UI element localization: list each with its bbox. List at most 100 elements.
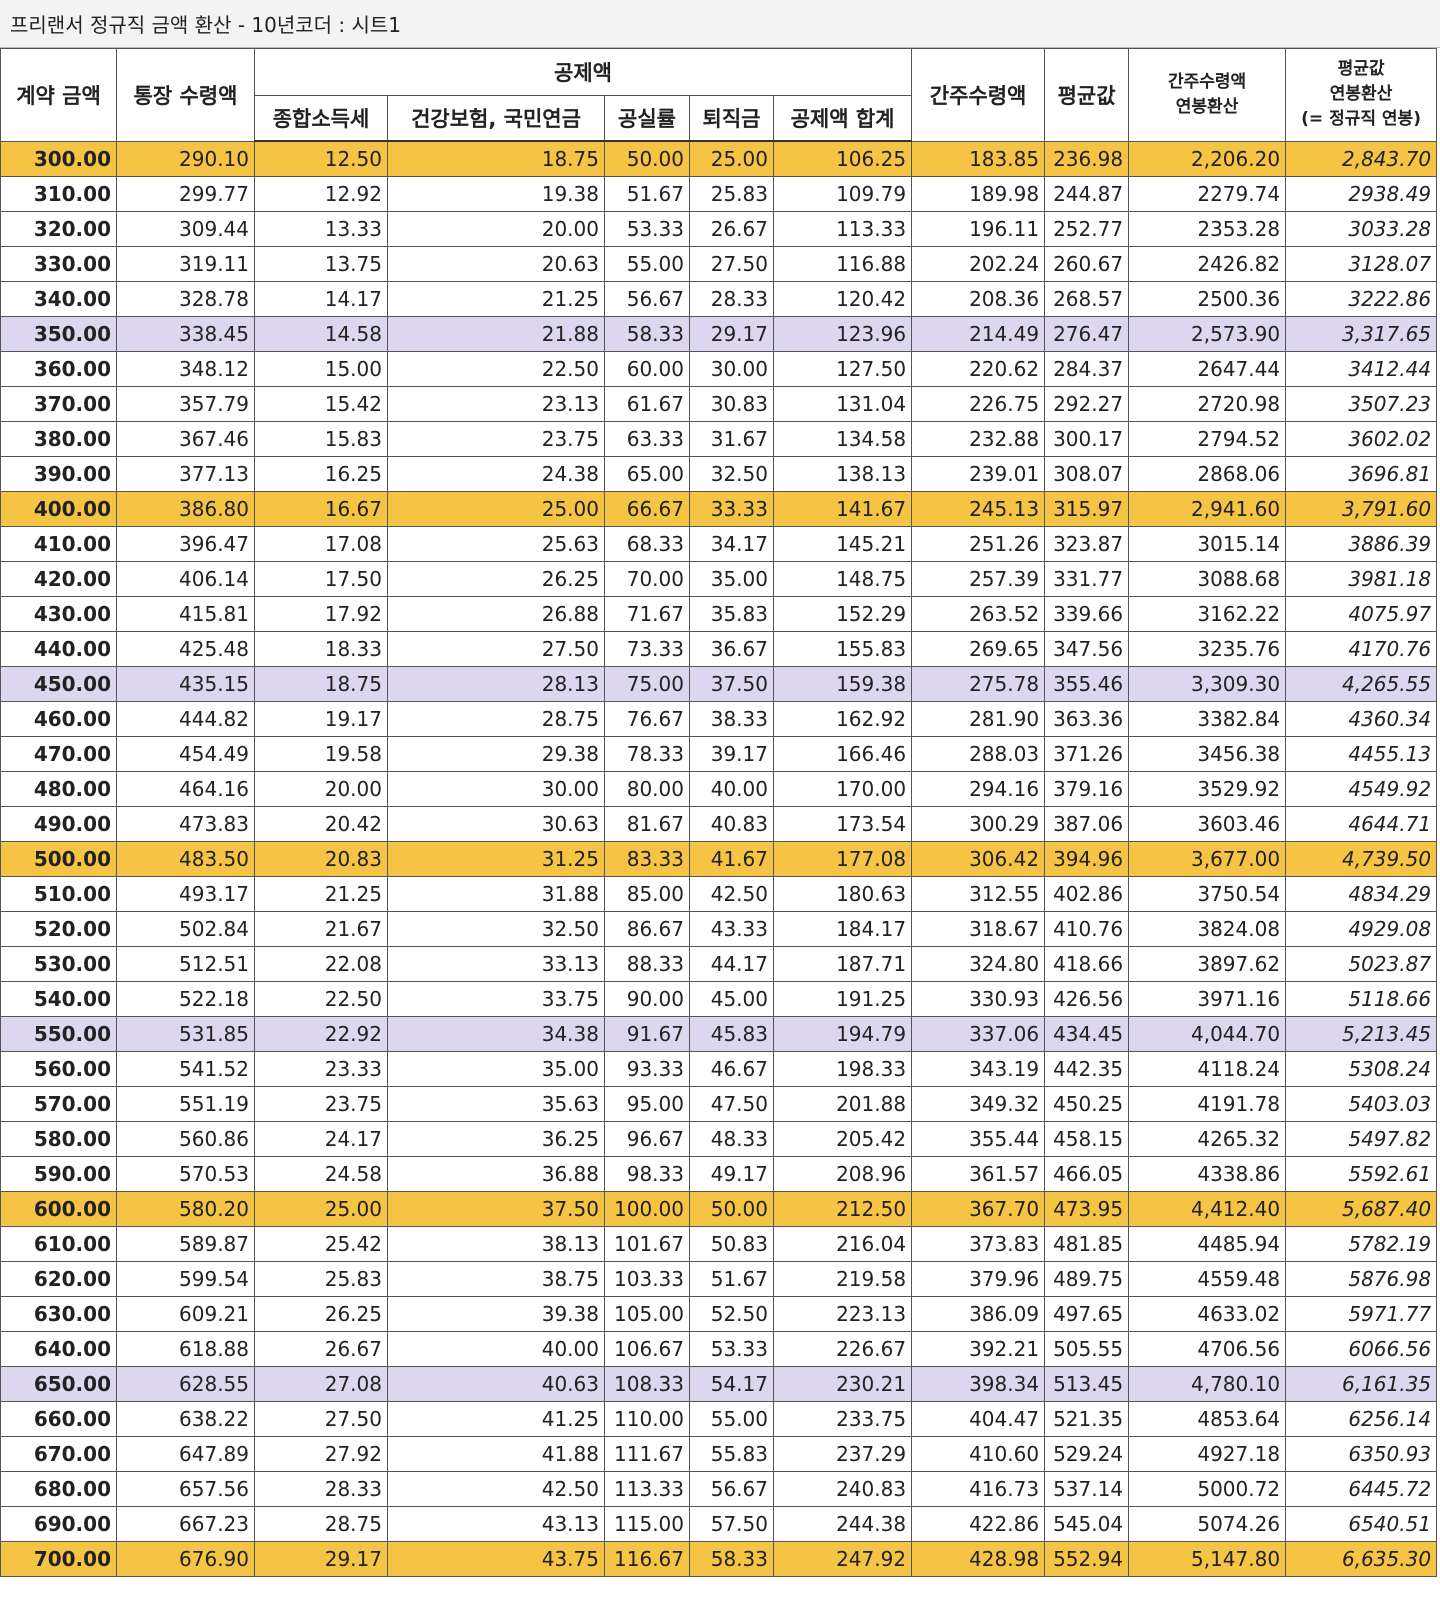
cell: 148.75 <box>772 561 913 597</box>
cell: 300.17 <box>1044 421 1130 457</box>
cell: 600.00 <box>0 1191 117 1227</box>
cell: 3971.16 <box>1128 981 1287 1017</box>
cell: 300.00 <box>0 140 117 177</box>
cell: 290.10 <box>116 140 255 177</box>
cell: 244.38 <box>772 1506 913 1542</box>
cell: 4559.48 <box>1128 1261 1287 1297</box>
data-row: 450.00 435.15 18.75 28.13 75.00 37.50 159.38 27… <box>0 666 1438 702</box>
cell: 299.77 <box>116 176 255 212</box>
cell: 25.00 <box>689 140 774 177</box>
cell: 430.00 <box>0 596 117 632</box>
cell: 638.22 <box>116 1401 255 1437</box>
cell: 60.00 <box>604 351 690 387</box>
cell: 202.24 <box>911 246 1046 282</box>
cell: 426.56 <box>1044 981 1130 1017</box>
cell: 14.58 <box>254 316 388 352</box>
cell: 85.00 <box>604 876 690 912</box>
cell: 618.88 <box>116 1331 255 1367</box>
cell: 57.50 <box>689 1506 774 1542</box>
cell: 502.84 <box>116 911 255 947</box>
data-row: 490.00 473.83 20.42 30.63 81.67 40.83 173.54 30… <box>0 806 1438 842</box>
cell: 29.17 <box>689 316 774 352</box>
cell: 39.38 <box>387 1296 605 1332</box>
data-row: 480.00 464.16 20.00 30.00 80.00 40.00 170.00 29… <box>0 771 1438 807</box>
cell: 599.54 <box>116 1261 255 1297</box>
cell: 45.83 <box>689 1016 774 1052</box>
cell: 512.51 <box>116 946 255 982</box>
cell: 120.42 <box>772 281 913 317</box>
cell: 78.33 <box>604 736 690 772</box>
cell: 39.17 <box>689 736 774 772</box>
cell: 145.21 <box>772 526 913 562</box>
cell: 361.57 <box>911 1156 1046 1192</box>
cell: 184.17 <box>772 911 913 947</box>
cell: 337.06 <box>911 1016 1046 1052</box>
cell: 6,161.35 <box>1285 1366 1438 1402</box>
cell: 25.00 <box>387 491 605 527</box>
cell: 483.50 <box>116 841 255 877</box>
cell: 551.19 <box>116 1086 255 1122</box>
cell: 40.83 <box>689 806 774 842</box>
cell: 268.57 <box>1044 281 1130 317</box>
cell: 416.73 <box>911 1471 1046 1507</box>
cell: 392.21 <box>911 1331 1046 1367</box>
cell: 5023.87 <box>1285 946 1438 982</box>
cell: 20.42 <box>254 806 388 842</box>
cell: 3128.07 <box>1285 246 1438 282</box>
cell: 440.00 <box>0 631 117 667</box>
cell: 22.92 <box>254 1016 388 1052</box>
cell: 2,941.60 <box>1128 491 1287 527</box>
cell: 15.42 <box>254 386 388 422</box>
data-row: 430.00 415.81 17.92 26.88 71.67 35.83 152.29 26… <box>0 596 1438 632</box>
cell: 324.80 <box>911 946 1046 982</box>
cell: 318.67 <box>911 911 1046 947</box>
cell: 205.42 <box>772 1121 913 1157</box>
cell: 123.96 <box>772 316 913 352</box>
cell: 25.63 <box>387 526 605 562</box>
header-line: 평균값 <box>1337 59 1385 80</box>
cell: 3,309.30 <box>1128 666 1287 702</box>
cell: 387.06 <box>1044 806 1130 842</box>
cell: 223.13 <box>772 1296 913 1332</box>
cell: 131.04 <box>772 386 913 422</box>
cell: 38.13 <box>387 1226 605 1262</box>
header-line: 공실률 <box>618 107 676 131</box>
cell: 21.25 <box>387 281 605 317</box>
cell: 398.34 <box>911 1366 1046 1402</box>
cell: 4927.18 <box>1128 1436 1287 1472</box>
cell: 96.67 <box>604 1121 690 1157</box>
group-header: 공제액 <box>253 48 913 96</box>
cell: 30.00 <box>387 771 605 807</box>
cell: 105.00 <box>604 1296 690 1332</box>
cell: 214.49 <box>911 316 1046 352</box>
cell: 41.88 <box>387 1436 605 1472</box>
column-header: 평균값 연봉환산 (= 정규직 연봉) <box>1285 48 1438 142</box>
cell: 198.33 <box>772 1051 913 1087</box>
cell: 166.46 <box>772 736 913 772</box>
cell: 373.83 <box>911 1226 1046 1262</box>
cell: 529.24 <box>1044 1436 1130 1472</box>
cell: 415.81 <box>116 596 255 632</box>
cell: 31.67 <box>689 421 774 457</box>
cell: 5118.66 <box>1285 981 1438 1017</box>
cell: 68.33 <box>604 526 690 562</box>
data-row: 400.00 386.80 16.67 25.00 66.67 33.33 141.67 24… <box>0 491 1438 527</box>
cell: 481.85 <box>1044 1226 1130 1262</box>
cell: 379.16 <box>1044 771 1130 807</box>
cell: 379.96 <box>911 1261 1046 1297</box>
cell: 320.00 <box>0 211 117 247</box>
cell: 56.67 <box>689 1471 774 1507</box>
cell: 394.96 <box>1044 841 1130 877</box>
cell: 402.86 <box>1044 876 1130 912</box>
cell: 22.50 <box>254 981 388 1017</box>
cell: 27.50 <box>254 1401 388 1437</box>
cell: 363.36 <box>1044 701 1130 737</box>
data-row: 530.00 512.51 22.08 33.13 88.33 44.17 187.71 32… <box>0 946 1438 982</box>
cell: 41.67 <box>689 841 774 877</box>
cell: 3456.38 <box>1128 736 1287 772</box>
data-row: 580.00 560.86 24.17 36.25 96.67 48.33 205.42 35… <box>0 1121 1438 1157</box>
cell: 473.83 <box>116 806 255 842</box>
cell: 422.86 <box>911 1506 1046 1542</box>
cell: 26.25 <box>387 561 605 597</box>
cell: 3824.08 <box>1128 911 1287 947</box>
